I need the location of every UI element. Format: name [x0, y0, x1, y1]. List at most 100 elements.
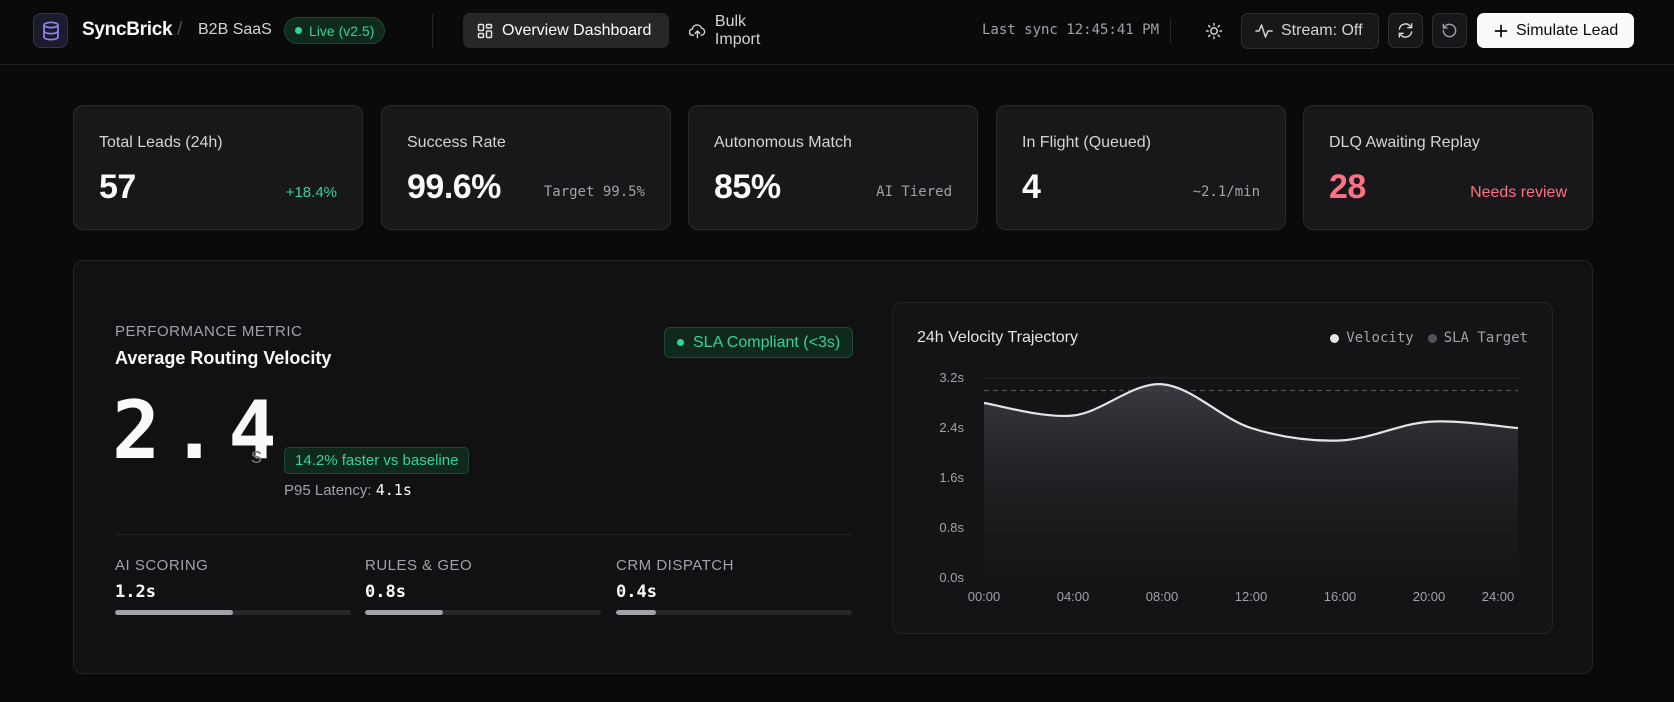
- kpi-label: In Flight (Queued): [1022, 134, 1151, 151]
- y-tick-label: 2.4s: [939, 420, 964, 435]
- plus-icon: [1494, 24, 1508, 37]
- sun-icon: [1205, 22, 1222, 39]
- kpi-label: Total Leads (24h): [99, 134, 223, 151]
- breadcrumb-separator: /: [177, 19, 183, 40]
- chart-legend: Velocity SLA Target: [1330, 330, 1528, 346]
- legend-swatch-sla-target: [1427, 333, 1437, 343]
- stage-value: 0.8s: [365, 582, 406, 602]
- stage-crm-dispatch: CRM DISPATCH 0.4s: [616, 557, 852, 615]
- kpi-value: 28: [1329, 168, 1366, 206]
- last-sync-time: Last sync 12:45:41 PM: [982, 22, 1160, 38]
- legend-label-velocity: Velocity: [1346, 330, 1414, 346]
- brand-name: SyncBrick: [82, 19, 173, 40]
- velocity-area: [984, 384, 1518, 578]
- y-tick-label: 3.2s: [939, 370, 964, 385]
- kpi-card-success-rate: Success Rate 99.6% Target 99.5%: [381, 105, 671, 230]
- x-tick-label: 00:00: [968, 589, 1001, 604]
- refresh-icon: [1398, 23, 1413, 38]
- kpi-alert[interactable]: Needs review: [1470, 184, 1567, 201]
- kpi-card-dlq[interactable]: DLQ Awaiting Replay 28 Needs review: [1303, 105, 1593, 230]
- stream-toggle-button[interactable]: Stream: Off: [1241, 13, 1379, 49]
- live-status-label: Live (v2.5): [309, 22, 375, 39]
- stage-value: 0.4s: [616, 582, 657, 602]
- velocity-chart-card: 24h Velocity Trajectory Velocity SLA Tar…: [892, 302, 1553, 634]
- performance-panel: PERFORMANCE METRIC Average Routing Veloc…: [73, 260, 1593, 674]
- undo-icon: [1442, 23, 1457, 38]
- stage-progress-fill: [616, 610, 657, 615]
- y-tick-label: 0.8s: [939, 520, 964, 535]
- live-dot-icon: [295, 27, 302, 34]
- p95-value: 4.1s: [375, 481, 412, 499]
- stage-label: AI SCORING: [115, 557, 209, 574]
- x-tick-label: 16:00: [1324, 589, 1357, 604]
- stage-progress-track: [115, 610, 351, 615]
- performance-title: Average Routing Velocity: [115, 348, 332, 368]
- chart-title: 24h Velocity Trajectory: [917, 329, 1078, 346]
- stage-divider: [115, 534, 852, 535]
- legend-swatch-velocity: [1330, 333, 1340, 343]
- kpi-value: 85%: [714, 168, 781, 206]
- sla-status-badge: SLA Compliant (<3s): [664, 327, 854, 358]
- workspace-name[interactable]: B2B SaaS: [198, 21, 272, 38]
- kpi-value: 57: [99, 168, 136, 206]
- velocity-chart: 0.0s 0.8s 1.6s 2.4s 3.2s 00:00 04:00 08:00 12:00…: [939, 370, 1519, 604]
- stage-progress-track: [365, 610, 601, 615]
- kpi-card-autonomous-match: Autonomous Match 85% AI Tiered: [688, 105, 978, 230]
- p95-label: P95 Latency:: [284, 482, 372, 499]
- legend-item-sla-target[interactable]: SLA Target: [1427, 330, 1528, 346]
- header-divider: [432, 14, 433, 48]
- kpi-note: AI Tiered: [876, 184, 952, 200]
- refresh-button[interactable]: [1388, 13, 1423, 48]
- reset-button[interactable]: [1432, 13, 1467, 48]
- performance-eyebrow: PERFORMANCE METRIC: [115, 323, 303, 340]
- x-tick-label: 08:00: [1146, 589, 1179, 604]
- p95-latency: P95 Latency: 4.1s: [284, 481, 412, 499]
- stream-toggle-label: Stream: Off: [1281, 22, 1363, 39]
- legend-item-velocity[interactable]: Velocity: [1330, 330, 1414, 346]
- stage-rules-geo: RULES & GEO 0.8s: [365, 557, 601, 615]
- kpi-label: Success Rate: [407, 134, 506, 151]
- kpi-rate: ~2.1/min: [1192, 184, 1260, 200]
- kpi-value: 99.6%: [407, 168, 501, 206]
- tab-bulk-import-label: Bulk Import: [714, 12, 761, 48]
- x-tick-label: 24:00: [1482, 589, 1515, 604]
- kpi-card-total-leads: Total Leads (24h) 57 +18.4%: [73, 105, 363, 230]
- cloud-upload-icon: [689, 23, 706, 38]
- tab-overview-dashboard[interactable]: Overview Dashboard: [463, 13, 669, 48]
- kpi-label: Autonomous Match: [714, 134, 852, 151]
- tab-overview-label: Overview Dashboard: [502, 21, 652, 39]
- live-status-badge: Live (v2.5): [284, 17, 386, 44]
- kpi-change: +18.4%: [285, 184, 337, 201]
- stage-progress-fill: [115, 610, 233, 615]
- y-tick-label: 1.6s: [939, 470, 964, 485]
- stage-progress-track: [616, 610, 852, 615]
- top-bar: SyncBrick / B2B SaaS Live (v2.5) Overvie…: [0, 0, 1674, 65]
- legend-label-sla-target: SLA Target: [1443, 330, 1528, 346]
- stage-progress-fill: [365, 610, 443, 615]
- x-tick-label: 12:00: [1235, 589, 1268, 604]
- database-icon[interactable]: [33, 13, 68, 48]
- x-tick-label: 04:00: [1057, 589, 1090, 604]
- kpi-label: DLQ Awaiting Replay: [1329, 134, 1480, 151]
- header-divider-right: [1170, 18, 1171, 44]
- baseline-comparison-badge: 14.2% faster vs baseline: [284, 447, 470, 474]
- grid-icon: [477, 23, 493, 38]
- stage-value: 1.2s: [115, 582, 156, 602]
- kpi-target: Target 99.5%: [543, 184, 645, 200]
- simulate-lead-label: Simulate Lead: [1516, 21, 1619, 39]
- sla-status-label: SLA Compliant (<3s): [693, 333, 841, 351]
- stage-label: CRM DISPATCH: [616, 557, 734, 574]
- y-tick-label: 0.0s: [939, 570, 964, 585]
- activity-icon: [1255, 24, 1273, 38]
- kpi-card-in-flight: In Flight (Queued) 4 ~2.1/min: [996, 105, 1286, 230]
- tab-bulk-import[interactable]: Bulk Import: [675, 13, 805, 48]
- x-tick-label: 20:00: [1413, 589, 1446, 604]
- routing-velocity-unit: s: [251, 443, 262, 468]
- stage-label: RULES & GEO: [365, 557, 473, 574]
- theme-toggle-button[interactable]: [1196, 13, 1231, 48]
- stage-ai-scoring: AI SCORING 1.2s: [115, 557, 351, 615]
- kpi-value: 4: [1022, 168, 1041, 206]
- simulate-lead-button[interactable]: Simulate Lead: [1477, 13, 1634, 48]
- routing-velocity-value: 2.4: [112, 384, 287, 477]
- sla-dot-icon: [677, 339, 684, 346]
